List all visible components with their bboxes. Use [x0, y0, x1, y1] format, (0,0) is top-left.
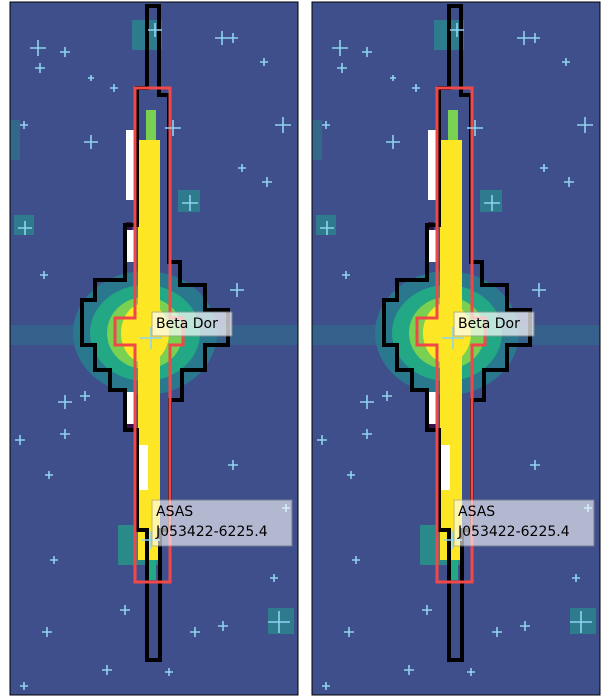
target-label: Beta Dor	[156, 316, 218, 332]
neighbor-label: ASAS	[156, 504, 193, 520]
target-label: Beta Dor	[458, 316, 520, 332]
neighbor-label: J053422-6225.4	[457, 524, 570, 540]
panel-left: Beta Dor ASAS J053422-6225.4	[9, 1, 299, 696]
panel-right: Beta Dor ASAS J053422-6225.4	[311, 1, 601, 696]
neighbor-label: ASAS	[458, 504, 495, 520]
neighbor-label: J053422-6225.4	[155, 524, 268, 540]
